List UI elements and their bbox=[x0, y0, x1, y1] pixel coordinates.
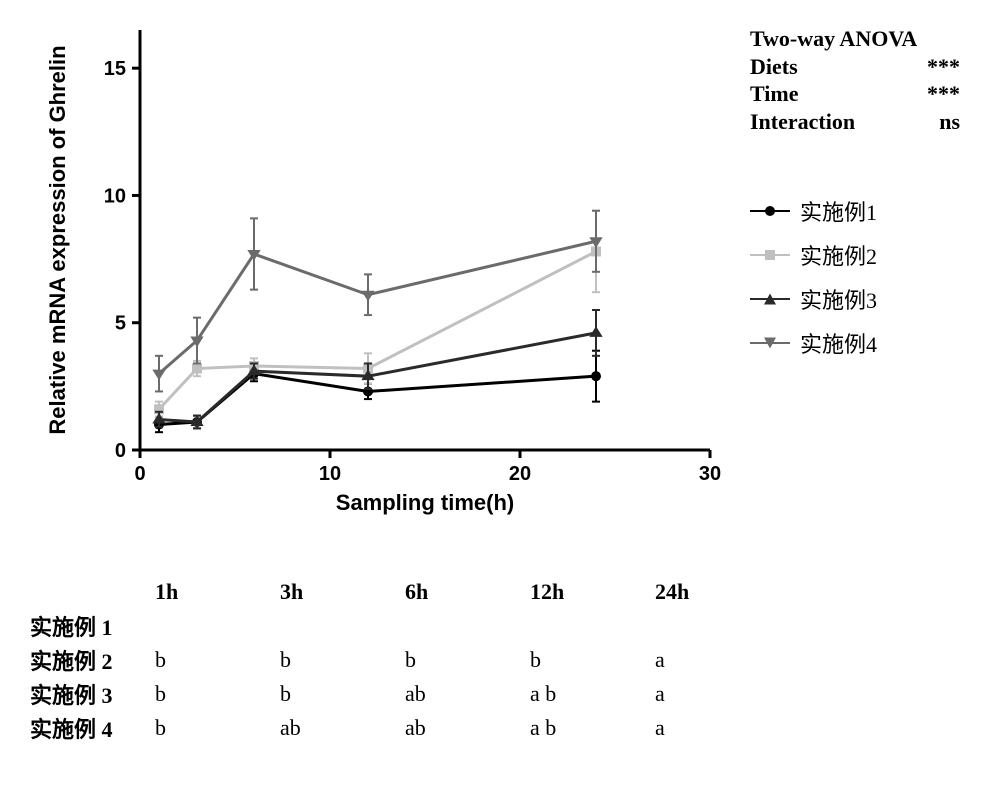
legend-marker bbox=[750, 342, 790, 344]
legend-marker bbox=[750, 254, 790, 256]
anova-value: *** bbox=[927, 80, 960, 108]
table-row: 实施例 2bbbba bbox=[30, 643, 780, 677]
svg-text:5: 5 bbox=[115, 313, 126, 335]
table-header-cell: 24h bbox=[655, 579, 780, 605]
table-cell: ab bbox=[405, 681, 530, 707]
table-cell: a b bbox=[530, 715, 655, 741]
chart-svg: 0 5 10 15 0 10 20 30 Relative mRNA expression of… bbox=[30, 10, 730, 530]
table-cell: b bbox=[530, 647, 655, 673]
table-cell: ab bbox=[280, 715, 405, 741]
anova-title: Two-way ANOVA bbox=[750, 25, 990, 53]
legend-label: 实施例2 bbox=[800, 239, 877, 271]
legend-marker bbox=[750, 210, 790, 212]
square-icon bbox=[765, 250, 775, 260]
legend-panel: Two-way ANOVA Diets *** Time *** Interac… bbox=[750, 25, 990, 371]
table-cell: b bbox=[280, 681, 405, 707]
svg-text:10: 10 bbox=[104, 185, 126, 207]
anova-label: Time bbox=[750, 80, 798, 108]
legend-item: 实施例4 bbox=[750, 327, 990, 359]
page-root: 0 5 10 15 0 10 20 30 Relative mRNA expression of… bbox=[0, 0, 1000, 789]
anova-value: *** bbox=[927, 53, 960, 81]
table-row: 实施例 1 bbox=[30, 609, 780, 643]
table-cell: a bbox=[655, 681, 780, 707]
anova-row-interaction: Interaction ns bbox=[750, 108, 960, 136]
svg-text:30: 30 bbox=[699, 463, 721, 485]
table-row: 实施例 3bbaba ba bbox=[30, 677, 780, 711]
table-cell: b bbox=[155, 715, 280, 741]
legend-item: 实施例2 bbox=[750, 239, 990, 271]
table-row-label: 实施例 1 bbox=[30, 610, 155, 642]
anova-label: Interaction bbox=[750, 108, 855, 136]
legend-item: 实施例1 bbox=[750, 195, 990, 227]
table-row-label: 实施例 3 bbox=[30, 678, 155, 710]
table-row-label: 实施例 4 bbox=[30, 712, 155, 744]
legend-marker bbox=[750, 298, 790, 300]
table-header-row: 1h 3h 6h 12h 24h bbox=[30, 575, 780, 609]
svg-text:0: 0 bbox=[115, 440, 126, 462]
legend-label: 实施例1 bbox=[800, 195, 877, 227]
table-header-cell: 3h bbox=[280, 579, 405, 605]
svg-text:15: 15 bbox=[104, 58, 126, 80]
svg-text:20: 20 bbox=[509, 463, 531, 485]
chart-area: 0 5 10 15 0 10 20 30 Relative mRNA expression of… bbox=[30, 10, 730, 530]
table-body: 实施例 1实施例 2bbbba实施例 3bbaba ba实施例 4bababa … bbox=[30, 609, 780, 745]
circle-icon bbox=[765, 206, 775, 216]
anova-row-time: Time *** bbox=[750, 80, 960, 108]
legend-item: 实施例3 bbox=[750, 283, 990, 315]
table-header-cell: 1h bbox=[155, 579, 280, 605]
table-cell: b bbox=[155, 681, 280, 707]
table-cell: a bbox=[655, 647, 780, 673]
anova-value: ns bbox=[939, 108, 960, 136]
triangle-up-icon bbox=[764, 294, 776, 305]
table-header-cell: 12h bbox=[530, 579, 655, 605]
significance-table: 1h 3h 6h 12h 24h 实施例 1实施例 2bbbba实施例 3bba… bbox=[30, 575, 780, 745]
svg-text:10: 10 bbox=[319, 463, 341, 485]
table-cell: a b bbox=[530, 681, 655, 707]
table-row: 实施例 4bababa ba bbox=[30, 711, 780, 745]
table-header-cell: 6h bbox=[405, 579, 530, 605]
anova-block: Two-way ANOVA Diets *** Time *** Interac… bbox=[750, 25, 990, 135]
table-cell: a bbox=[655, 715, 780, 741]
table-cell: b bbox=[405, 647, 530, 673]
anova-label: Diets bbox=[750, 53, 798, 81]
table-cell: ab bbox=[405, 715, 530, 741]
legend-items: 实施例1 实施例2 实施例3 实施例4 bbox=[750, 195, 990, 359]
anova-row-diets: Diets *** bbox=[750, 53, 960, 81]
svg-text:Sampling time(h): Sampling time(h) bbox=[336, 490, 514, 515]
triangle-down-icon bbox=[764, 338, 776, 349]
legend-label: 实施例3 bbox=[800, 283, 877, 315]
svg-text:0: 0 bbox=[134, 463, 145, 485]
table-row-label: 实施例 2 bbox=[30, 644, 155, 676]
table-cell: b bbox=[155, 647, 280, 673]
table-cell: b bbox=[280, 647, 405, 673]
svg-text:Relative mRNA expression of Gh: Relative mRNA expression of Ghrelin bbox=[45, 45, 70, 434]
legend-label: 实施例4 bbox=[800, 327, 877, 359]
